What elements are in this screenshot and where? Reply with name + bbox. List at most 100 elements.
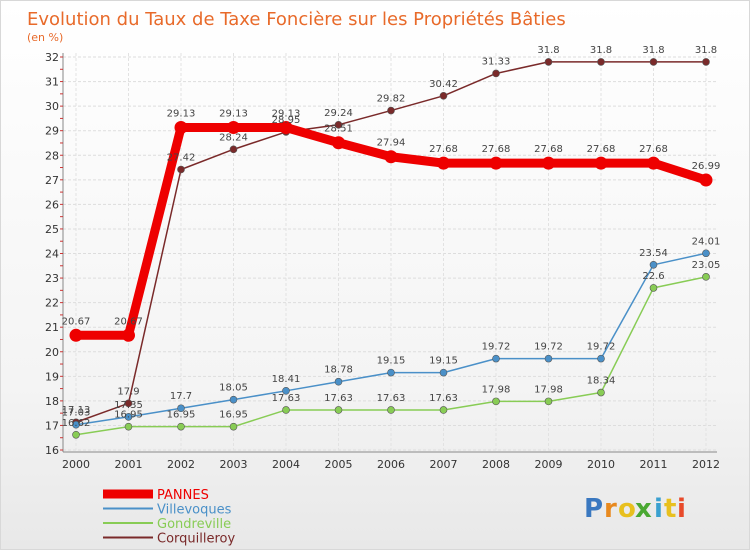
data-label: 17.13 <box>62 405 91 416</box>
data-point <box>334 406 343 414</box>
y-tick-label: 21 <box>45 321 59 334</box>
data-label: 24.01 <box>692 236 721 247</box>
data-label: 29.13 <box>219 108 248 119</box>
data-label: 17.63 <box>429 393 458 404</box>
y-tick-label: 18 <box>45 395 59 408</box>
data-point <box>124 413 133 421</box>
y-tick-label: 16 <box>45 444 59 457</box>
data-point <box>282 387 290 395</box>
chart-title: Evolution du Taux de Taxe Foncière sur l… <box>27 9 566 30</box>
data-point <box>229 395 238 404</box>
data-point <box>279 120 293 134</box>
data-point <box>282 406 290 414</box>
data-point <box>334 377 343 386</box>
data-point <box>227 120 240 134</box>
logo-letter: P <box>584 494 603 524</box>
data-point <box>594 156 608 170</box>
data-label: 28.95 <box>272 115 301 126</box>
data-label: 31.8 <box>537 45 559 56</box>
data-label: 17.7 <box>170 391 192 402</box>
data-label: 19.72 <box>587 342 616 353</box>
data-label: 23.05 <box>692 260 721 271</box>
data-label: 19.72 <box>482 342 511 353</box>
data-point <box>492 354 500 363</box>
x-tick-label: 2011 <box>640 458 668 471</box>
y-tick-label: 30 <box>45 100 59 113</box>
x-tick-label: 2005 <box>325 458 353 471</box>
legend-label-pannes: PANNES <box>157 488 209 503</box>
data-label: 29.82 <box>377 94 406 105</box>
x-tick-label: 2002 <box>167 458 195 471</box>
y-tick-label: 28 <box>45 149 59 162</box>
logo-letter: x <box>635 494 652 524</box>
data-label: 17.98 <box>534 384 563 395</box>
data-label: 31.8 <box>695 45 717 56</box>
data-label: 19.15 <box>377 356 406 367</box>
y-tick-label: 29 <box>45 125 59 138</box>
data-point <box>492 69 500 78</box>
data-point <box>649 260 658 269</box>
data-point <box>649 284 658 292</box>
data-point <box>542 156 555 170</box>
data-point <box>492 397 500 406</box>
data-point <box>597 388 605 397</box>
data-point <box>177 404 185 413</box>
data-label: 20.67 <box>114 316 143 327</box>
data-label: 18.34 <box>587 376 616 387</box>
data-label: 19.15 <box>429 356 458 367</box>
data-label: 30.42 <box>429 79 458 90</box>
data-point <box>597 58 605 66</box>
data-label: 17.9 <box>117 386 139 397</box>
data-point <box>437 156 450 170</box>
data-label: 31.8 <box>642 45 664 56</box>
data-label: 27.68 <box>587 144 616 155</box>
data-point <box>177 422 185 431</box>
data-point <box>544 58 553 66</box>
data-label: 16.95 <box>167 410 196 421</box>
x-tick-label: 2008 <box>482 458 510 471</box>
data-point <box>387 368 395 377</box>
data-label: 31.33 <box>482 56 511 67</box>
data-point <box>387 406 395 414</box>
data-label: 29.13 <box>167 108 196 119</box>
data-point <box>387 106 395 115</box>
data-label: 18.05 <box>219 383 248 394</box>
legend-label-villevoques: Villevoques <box>157 503 232 518</box>
data-label: 17.63 <box>377 393 406 404</box>
legend-label-corquilleroy: Corquilleroy <box>157 532 235 547</box>
logo-letter: o <box>618 494 636 524</box>
data-point <box>69 328 83 342</box>
data-label: 31.8 <box>590 45 612 56</box>
y-tick-label: 19 <box>45 370 59 383</box>
y-tick-label: 22 <box>45 297 59 310</box>
data-point <box>597 354 605 363</box>
x-tick-label: 2006 <box>377 458 405 471</box>
data-label: 29.13 <box>272 108 301 119</box>
data-point <box>489 156 503 170</box>
data-point <box>124 399 133 408</box>
x-tick-label: 2001 <box>115 458 143 471</box>
data-point <box>647 156 660 170</box>
logo-letter: i <box>677 494 686 524</box>
data-label: 27.68 <box>482 144 511 155</box>
data-label: 19.72 <box>534 342 563 353</box>
data-label: 17.63 <box>324 393 353 404</box>
data-point <box>124 422 133 431</box>
data-label: 29.24 <box>324 108 353 119</box>
data-label: 28.51 <box>324 124 353 135</box>
data-point <box>334 120 343 129</box>
data-label: 16.62 <box>62 418 91 429</box>
data-point <box>439 406 448 414</box>
data-point <box>384 150 398 164</box>
x-tick-label: 2000 <box>62 458 90 471</box>
data-label: 27.42 <box>167 152 196 163</box>
data-label: 16.95 <box>219 410 248 421</box>
data-label: 17.63 <box>272 393 301 404</box>
data-label: 16.95 <box>114 410 143 421</box>
data-point <box>544 354 553 363</box>
y-tick-label: 27 <box>45 174 59 187</box>
data-label: 26.99 <box>692 161 721 172</box>
data-point <box>122 328 135 342</box>
data-label: 23.54 <box>639 248 668 259</box>
data-point <box>649 58 658 66</box>
